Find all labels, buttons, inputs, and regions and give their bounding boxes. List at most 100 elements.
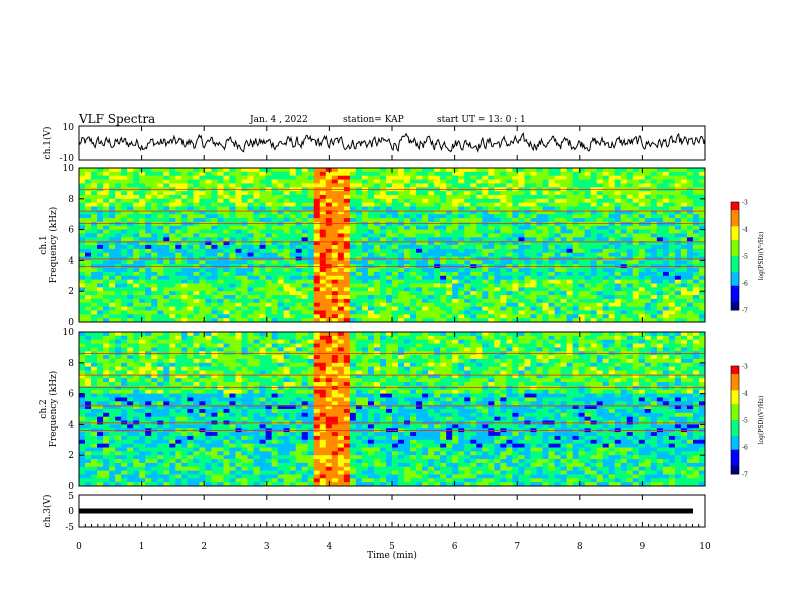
spectrogram-cell [319,318,327,323]
spectrogram-cell [464,194,471,200]
spectrogram-cell [151,221,158,227]
spectrogram-cell [392,252,399,257]
spectrogram-cell [500,291,507,296]
spectrogram-cell [151,252,158,257]
spectrogram-cell [500,339,507,344]
spectrogram-cell [277,171,285,177]
spectrogram-cell [343,221,351,227]
spectrogram-cell [452,171,459,177]
spectrogram-cell [512,233,519,238]
spectrogram-cell [343,318,351,323]
spectrogram-cell [410,233,417,238]
spectrogram-cell [91,306,98,311]
spectrogram-cell [277,279,285,284]
spectrogram-cell [127,183,134,188]
spectrogram-cell [349,298,357,304]
spectrogram-cell [145,248,152,254]
spectrogram-cell [638,171,646,177]
spectrogram-cell [253,335,260,341]
spectrogram-cell [175,314,182,319]
spectrogram-cell [139,194,146,200]
spectrogram-cell [698,298,706,304]
spectrogram-cell [139,175,146,180]
spectrogram-cell [554,171,561,177]
spectrogram-cell [512,194,519,200]
spectrogram-cell [398,206,405,211]
spectrogram-cell [500,287,507,292]
spectrogram-cell [301,214,309,219]
spectrogram-cell [217,343,224,348]
spectrogram-cell [494,291,501,296]
spectrogram-cell [572,291,579,296]
spectrogram-cell [175,214,182,219]
spectrogram-cell [151,314,158,319]
spectrogram-cell [97,245,104,250]
spectrogram-cell [289,355,297,360]
spectrogram-cell [271,306,279,311]
spectrogram-cell [313,347,321,352]
spectrogram-cell [566,245,573,250]
spectrogram-cell [644,275,652,281]
spectrogram-cell [307,225,315,230]
spectrogram-cell [289,233,297,238]
spectrogram-cell [115,168,122,173]
spectrogram-cell [500,298,507,304]
spectrogram-cell [500,318,507,323]
spectrogram-cell [686,260,694,265]
spectrogram-cell [385,283,393,288]
spectrogram-cell [638,306,646,311]
spectrogram-cell [193,310,200,315]
spectrogram-cell [229,229,236,234]
spectrogram-cell [398,191,405,196]
spectrogram-cell [428,252,435,257]
spectrogram-cell [313,218,321,223]
spectrogram-cell [295,175,303,180]
spectrogram-cell [542,287,549,292]
spectrogram-cell [518,287,525,292]
spectrogram-cell [211,302,218,307]
spectrogram-cell [476,343,483,348]
spectrogram-cell [193,237,200,242]
spectrogram-cell [169,298,176,304]
spectrogram-cell [277,237,285,242]
spectrogram-cell [440,202,447,207]
spectrogram-cell [632,283,640,288]
spectrogram-cell [494,206,501,211]
spectrogram-cell [163,245,170,250]
spectrogram-cell [464,260,471,265]
spectrogram-cell [440,260,447,265]
spectrogram-cell [313,302,321,307]
spectrogram-cell [662,194,670,200]
spectrogram-cell [416,318,423,323]
spectrogram-cell [283,332,291,337]
spectrogram-cell [578,206,586,211]
spectrogram-cell [692,306,700,311]
spectrogram-cell [644,229,652,234]
spectrogram-cell [476,283,483,288]
spectrogram-cell [283,202,291,207]
spectrogram-cell [572,237,579,242]
spectrogram-cell [385,233,393,238]
spectrogram-cell [590,279,598,284]
spectrogram-cell [175,287,182,292]
spectrogram-cell [572,218,579,223]
spectrogram-cell [566,221,573,227]
spectrogram-cell [151,295,158,300]
spectrogram-cell [361,279,369,284]
spectrogram-cell [157,343,164,348]
spectrogram-cell [680,171,688,177]
spectrogram-cell [199,225,206,230]
spectrogram-cell [476,229,483,234]
spectrogram-cell [385,168,393,173]
spectrogram-cell [518,198,525,204]
spectrogram-cell [85,306,92,311]
spectrogram-cell [139,347,146,352]
spectrogram-cell [614,248,622,254]
spectrogram-cell [578,287,586,292]
spectrogram-cell [542,275,549,281]
spectrogram-cell [169,302,176,307]
spectrogram-cell [632,202,640,207]
spectrogram-cell [277,191,285,196]
spectrogram-cell [223,291,230,296]
spectrogram-cell [181,318,188,323]
